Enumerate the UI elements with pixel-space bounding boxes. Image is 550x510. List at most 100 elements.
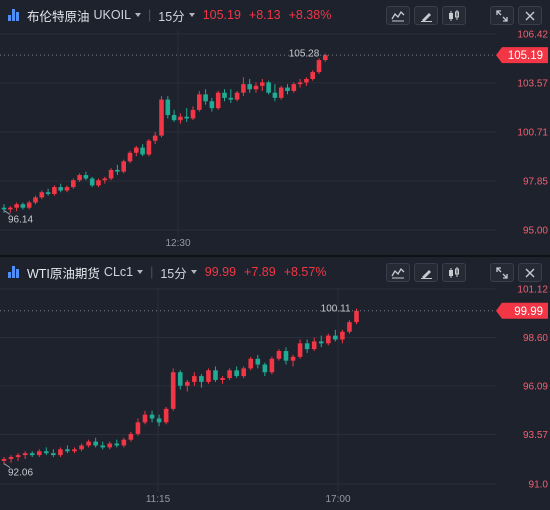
candle	[260, 78, 265, 91]
chart-panel-wti[interactable]: 100.11 92.06 101.12 98.60 96.09 93.57 91.0 99.9…	[0, 257, 550, 510]
timeframe-selector[interactable]: 15分	[158, 6, 195, 25]
chart-panel-brent[interactable]: 105.28 96.14 106.42 103.57 100.71 97.85 95.00 1…	[0, 0, 550, 255]
candle	[96, 178, 101, 188]
candle	[15, 453, 21, 461]
candle	[255, 354, 261, 369]
candle	[14, 202, 19, 212]
candle-body	[146, 140, 152, 155]
draw-button[interactable]	[414, 263, 438, 282]
chevron-down-icon[interactable]	[135, 13, 142, 17]
price-axis-label: 97.85	[523, 177, 548, 188]
close-button[interactable]	[518, 6, 542, 25]
price-change-percent: +8.38%	[288, 8, 332, 22]
indicator-button[interactable]	[386, 6, 410, 25]
candle	[199, 374, 204, 388]
chart-toolbar	[386, 6, 542, 25]
candle-body	[234, 92, 240, 100]
candle	[93, 437, 98, 448]
candle	[340, 329, 345, 344]
close-icon	[525, 11, 535, 20]
time-axis-label: 11:15	[146, 494, 171, 505]
timeframe-selector[interactable]: 15分	[160, 263, 197, 282]
chart-type-button[interactable]	[442, 6, 466, 25]
bar-chart-logo-icon	[8, 266, 22, 278]
price-axis-label: 98.60	[523, 333, 548, 344]
chart-type-button[interactable]	[442, 263, 466, 282]
candle	[316, 58, 322, 74]
candle-body	[304, 343, 310, 350]
indicator-icon	[391, 10, 405, 21]
price-change: +8.13	[248, 8, 281, 22]
low-price-pointer	[3, 210, 11, 215]
candle	[291, 82, 297, 93]
candle-body	[318, 341, 324, 344]
symbol-selector[interactable]: UKOIL	[93, 8, 132, 22]
candle	[278, 85, 284, 100]
candle-body	[260, 82, 265, 86]
expand-button[interactable]	[490, 6, 514, 25]
header-separator: |	[148, 8, 152, 22]
candle-body	[108, 169, 114, 179]
chart-plot-wti[interactable]: 100.11 92.06 101.12 98.60 96.09 93.57 91.0 99.9…	[0, 257, 550, 510]
candle-body	[171, 115, 177, 121]
expand-button[interactable]	[490, 263, 514, 282]
candle-body	[20, 204, 26, 208]
candle-body	[228, 97, 234, 100]
candle-body	[159, 99, 164, 136]
candle	[297, 339, 303, 359]
candle-body	[44, 451, 49, 454]
high-price-label: 100.11	[321, 303, 351, 314]
candle-body	[163, 408, 169, 423]
candle-body	[107, 443, 113, 448]
close-button[interactable]	[518, 263, 542, 282]
candle	[165, 96, 171, 119]
candle-body	[86, 441, 91, 446]
candle	[347, 320, 352, 334]
symbol-selector[interactable]: CLc1	[103, 265, 134, 279]
candle-body	[227, 370, 232, 379]
candle	[184, 108, 189, 122]
candle	[241, 366, 246, 379]
candle	[190, 106, 196, 121]
candle-body	[36, 451, 42, 456]
panel-divider	[0, 255, 550, 257]
candle	[100, 441, 105, 450]
candle	[45, 188, 51, 196]
candle	[269, 356, 275, 375]
candle	[121, 437, 127, 448]
draw-button[interactable]	[414, 6, 438, 25]
indicator-button[interactable]	[386, 263, 410, 282]
low-price-label: 92.06	[8, 468, 33, 479]
chart-toolbar	[386, 263, 542, 282]
candle	[222, 89, 227, 102]
candle	[159, 96, 164, 138]
candle	[72, 447, 77, 454]
candle-body	[121, 439, 127, 446]
candle	[107, 441, 113, 450]
candle-body	[241, 368, 246, 377]
candle	[127, 151, 133, 164]
candle-body	[72, 449, 77, 452]
candle	[156, 414, 162, 427]
candle	[135, 418, 141, 436]
candle	[206, 368, 211, 384]
candle-body	[58, 449, 63, 456]
candle-body	[100, 445, 105, 448]
draw-pencil-icon	[421, 269, 432, 279]
candle	[290, 354, 296, 367]
candle-body	[89, 178, 95, 186]
chevron-down-icon[interactable]	[137, 270, 144, 274]
candle	[163, 406, 169, 425]
current-price-tag: 99.99	[496, 302, 548, 319]
candle-body	[206, 370, 211, 382]
chart-plot-brent[interactable]: 105.28 96.14 106.42 103.57 100.71 97.85 95.00 1…	[0, 0, 550, 255]
time-axis-label: 12:30	[165, 238, 190, 249]
candle	[65, 445, 70, 454]
candle	[297, 78, 303, 88]
candle	[86, 439, 91, 448]
candle	[311, 337, 317, 352]
candle-body	[26, 202, 32, 208]
candle	[44, 447, 49, 456]
candle-body	[192, 376, 197, 382]
candle-body	[241, 84, 246, 93]
